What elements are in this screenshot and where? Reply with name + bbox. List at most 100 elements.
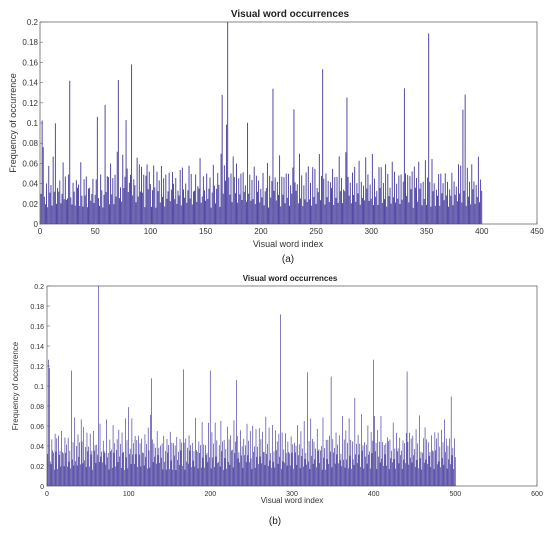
bar [397, 198, 399, 224]
bar [317, 450, 319, 486]
bar [263, 452, 265, 486]
bar [134, 185, 136, 224]
bar [420, 183, 422, 224]
bar [375, 442, 377, 486]
bar [239, 462, 241, 486]
bar [354, 166, 356, 224]
bar [58, 191, 60, 224]
bar [175, 470, 177, 486]
bar [218, 184, 220, 224]
bar [282, 194, 284, 224]
bar [364, 200, 366, 224]
bar [437, 432, 439, 486]
bar [245, 201, 247, 224]
bar [326, 458, 328, 486]
bar [244, 185, 246, 224]
bar [57, 187, 59, 224]
bar [148, 171, 150, 224]
bar [214, 422, 216, 486]
bar [200, 467, 202, 486]
bar [389, 187, 391, 224]
bar [71, 370, 72, 486]
bar [445, 438, 447, 486]
bar [315, 203, 317, 224]
bar [60, 203, 62, 224]
bar [220, 153, 222, 224]
bar [211, 432, 213, 486]
bar [206, 452, 208, 486]
bar [359, 443, 361, 486]
bar [128, 407, 129, 486]
bar [313, 196, 315, 224]
bar [334, 463, 336, 486]
bar [236, 163, 237, 224]
bar [443, 464, 445, 486]
bar [392, 197, 394, 224]
bar [220, 420, 222, 486]
bar [110, 451, 111, 486]
bar [347, 176, 349, 224]
bar [312, 463, 314, 486]
bar [263, 451, 264, 486]
bar [479, 202, 480, 224]
bar [319, 463, 321, 486]
bar [382, 442, 383, 486]
bar [219, 466, 221, 486]
chart-b-x-ticks: 0 100 200 300 400 500 600 [45, 483, 543, 498]
bar [113, 204, 115, 224]
bar [228, 439, 230, 486]
bar [262, 431, 263, 486]
bar [69, 80, 71, 225]
bar [129, 454, 130, 486]
bar [386, 465, 388, 486]
bar [467, 196, 469, 224]
bar [394, 448, 396, 486]
bar [402, 440, 404, 486]
bar [472, 189, 474, 224]
bar [117, 462, 119, 486]
bar [160, 457, 162, 486]
bar [178, 451, 179, 486]
bar [207, 198, 209, 224]
bar [410, 189, 412, 224]
bar [354, 397, 356, 486]
bar [324, 204, 326, 224]
bar [352, 459, 354, 486]
bar [212, 164, 214, 224]
bar [64, 437, 66, 486]
bar [140, 466, 142, 486]
bar [426, 204, 427, 224]
bar [441, 457, 443, 486]
bar [91, 450, 93, 486]
bar [47, 207, 49, 224]
bar [333, 452, 334, 486]
bar [80, 162, 82, 224]
bar [139, 443, 141, 486]
bar [236, 436, 238, 486]
bar [163, 435, 165, 486]
bar [105, 464, 107, 486]
bar [80, 419, 82, 486]
bar [151, 378, 152, 486]
bar [72, 182, 74, 224]
bar [50, 185, 52, 224]
bar [456, 201, 458, 224]
bar [82, 206, 84, 224]
bar [179, 169, 181, 224]
bar [143, 174, 145, 224]
bar [268, 427, 270, 486]
bar [431, 435, 432, 486]
bar [400, 455, 401, 486]
bar [428, 33, 430, 224]
bar [136, 440, 138, 486]
bar [169, 201, 171, 224]
bar [167, 191, 169, 224]
bar [89, 466, 90, 486]
bar [462, 109, 464, 224]
bar [292, 167, 294, 224]
bar [204, 467, 205, 486]
bar [203, 444, 205, 486]
bar [299, 468, 301, 486]
bar [265, 188, 267, 224]
bar [113, 452, 115, 486]
